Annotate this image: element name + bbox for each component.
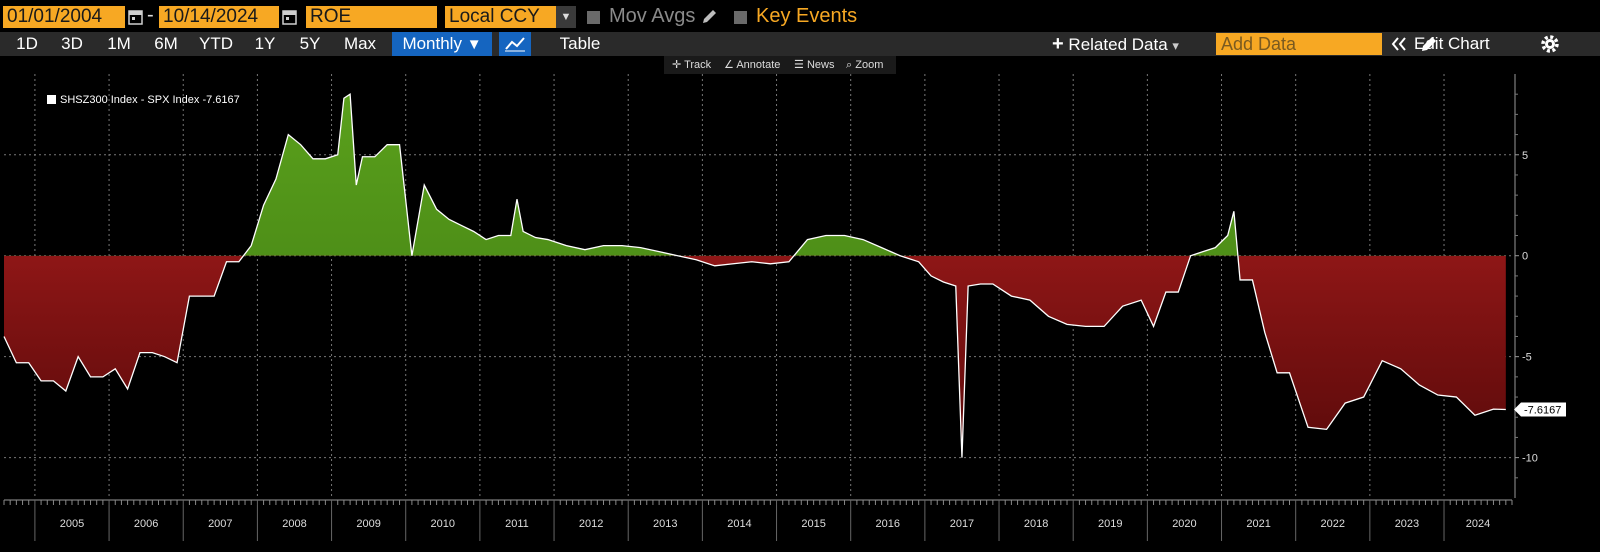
frequency-dropdown-icon: ▼ <box>466 36 482 53</box>
range-6m[interactable]: 6M <box>154 34 178 53</box>
start-calendar-icon[interactable] <box>128 8 144 26</box>
legend-text: SHSZ300 Index - SPX Index -7.6167 <box>60 94 240 106</box>
x-tick-label: 2010 <box>431 518 455 530</box>
x-tick-label: 2017 <box>950 518 974 530</box>
negative-area <box>4 255 1506 458</box>
x-tick-label: 2005 <box>60 518 84 530</box>
frequency-label: Monthly <box>402 34 462 53</box>
zoom-label: Zoom <box>855 59 884 71</box>
line-chart-button[interactable] <box>499 32 531 56</box>
key-events-checkbox[interactable] <box>734 11 747 24</box>
range-1y[interactable]: 1Y <box>254 34 276 53</box>
key-events-label: Key Events <box>756 5 858 27</box>
annotate-label: Annotate <box>736 59 781 71</box>
line-chart-icon <box>505 37 525 52</box>
y-tick-label: 0 <box>1522 251 1528 263</box>
currency-dropdown-icon[interactable]: ▼ <box>556 6 576 28</box>
gear-icon <box>1541 35 1559 53</box>
start-date-field[interactable]: 01/01/2004 <box>3 6 125 28</box>
y-tick-label: -5 <box>1522 352 1532 364</box>
zoom-tool[interactable]: ⌕ Zoom <box>846 58 883 72</box>
table-button[interactable]: Table <box>559 34 601 53</box>
currency-select[interactable]: Local CCY <box>445 6 556 28</box>
series-line <box>3 93 1506 458</box>
x-tick-label: 2007 <box>208 518 232 530</box>
news-icon: ☰ <box>794 59 804 71</box>
crosshair-icon: ✛ <box>672 59 682 71</box>
related-data-dropdown-icon: ▾ <box>1172 38 1179 53</box>
frequency-select[interactable]: Monthly ▼ <box>392 32 492 56</box>
x-tick-label: 2022 <box>1321 518 1345 530</box>
x-tick-label: 2009 <box>356 518 380 530</box>
news-label: News <box>806 59 835 71</box>
x-tick-label: 2023 <box>1395 518 1419 530</box>
range-1m[interactable]: 1M <box>107 34 131 53</box>
settings-button[interactable] <box>1537 32 1563 56</box>
range-ytd[interactable]: YTD <box>199 34 233 53</box>
track-tool[interactable]: ✛ Track <box>672 58 711 72</box>
x-tick-label: 2013 <box>653 518 677 530</box>
add-data-input[interactable]: Add Data <box>1216 33 1382 55</box>
range-max[interactable]: Max <box>343 34 377 53</box>
range-1d[interactable]: 1D <box>16 34 38 53</box>
collapse-button[interactable] <box>1388 32 1410 56</box>
x-tick-label: 2018 <box>1024 518 1048 530</box>
x-tick-label: 2012 <box>579 518 603 530</box>
double-chevron-left-icon <box>1391 37 1406 51</box>
y-tick-label: 5 <box>1522 150 1528 162</box>
last-value-label: -7.6167 <box>1524 404 1561 416</box>
x-tick-label: 2006 <box>134 518 158 530</box>
plus-icon: + <box>1052 33 1064 55</box>
x-tick-label: 2008 <box>282 518 306 530</box>
field-input[interactable]: ROE <box>306 6 437 28</box>
news-tool[interactable]: ☰ News <box>794 58 834 72</box>
x-tick-label: 2024 <box>1466 518 1490 530</box>
track-label: Track <box>684 59 712 71</box>
top-toolbar: 01/01/2004 - 10/14/2024 ROE Local CCY ▼ … <box>0 0 1600 32</box>
mov-avgs-label: Mov Avgs <box>609 5 696 27</box>
edit-chart-button[interactable]: Edit Chart <box>1414 32 1532 56</box>
edit-pencil-icon <box>1422 37 1436 51</box>
y-tick-label: -10 <box>1522 453 1538 465</box>
x-tick-label: 2015 <box>801 518 825 530</box>
chart-legend: SHSZ300 Index - SPX Index -7.6167 <box>47 94 240 106</box>
chart-tools <box>664 56 896 74</box>
related-data-button[interactable]: + Related Data ▾ <box>1046 32 1200 56</box>
x-tick-label: 2016 <box>876 518 900 530</box>
zoom-icon: ⌕ <box>846 59 853 71</box>
positive-area <box>4 94 1506 256</box>
x-tick-label: 2020 <box>1172 518 1196 530</box>
annotate-icon: ∠ <box>724 59 734 71</box>
range-3d[interactable]: 3D <box>61 34 83 53</box>
range-5y[interactable]: 5Y <box>299 34 321 53</box>
mov-avgs-checkbox[interactable] <box>587 11 600 24</box>
x-tick-label: 2011 <box>505 518 529 530</box>
x-tick-label: 2014 <box>727 518 751 530</box>
pencil-icon[interactable] <box>700 8 718 26</box>
last-value-marker <box>1514 402 1566 417</box>
end-calendar-icon[interactable] <box>282 8 298 26</box>
related-data-label: Related Data <box>1068 35 1168 54</box>
date-separator: - <box>147 4 154 26</box>
x-tick-label: 2021 <box>1246 518 1270 530</box>
annotate-tool[interactable]: ∠ Annotate <box>724 58 780 72</box>
end-date-field[interactable]: 10/14/2024 <box>159 6 279 28</box>
x-tick-label: 2019 <box>1098 518 1122 530</box>
range-toolbar: 1D 3D 1M 6M YTD 1Y 5Y Max Monthly ▼ Tabl… <box>0 32 1600 56</box>
legend-swatch <box>47 95 56 104</box>
